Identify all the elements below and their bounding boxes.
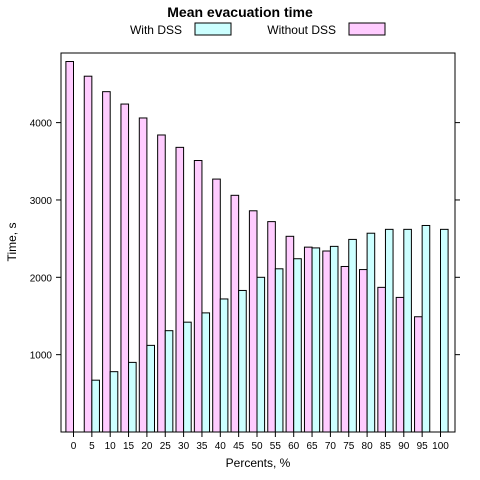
bar-with-dss-70 <box>329 245 339 433</box>
bar-without-dss-20 <box>138 117 148 433</box>
bar-with-dss-55 <box>274 268 284 433</box>
bar-with-dss-85 <box>384 228 394 433</box>
legend-label-with-dss: With DSS <box>130 23 182 37</box>
x-tick-label-10: 10 <box>105 441 117 452</box>
x-tick-label-50: 50 <box>251 441 263 452</box>
x-tick-label-85: 85 <box>380 441 392 452</box>
bar-without-dss-10 <box>102 91 111 433</box>
x-tick-label-65: 65 <box>306 441 318 452</box>
bar-without-dss-65 <box>303 246 313 433</box>
legend-swatch-without-dss <box>348 22 386 36</box>
bar-without-dss-80 <box>359 269 368 433</box>
bar-without-dss-15 <box>120 103 130 433</box>
bar-with-dss-45 <box>238 289 247 433</box>
y-tick-label-3000: 3000 <box>30 196 53 207</box>
x-tick-label-30: 30 <box>178 441 190 452</box>
bar-with-dss-30 <box>183 321 192 433</box>
bar-without-dss-25 <box>157 134 166 433</box>
x-tick-label-60: 60 <box>288 441 300 452</box>
x-tick-label-35: 35 <box>196 441 208 452</box>
bar-without-dss-90 <box>395 296 405 433</box>
bar-with-dss-80 <box>366 232 376 433</box>
y-axis-ticks: 1000 2000 3000 4000 <box>30 119 460 362</box>
x-tick-label-90: 90 <box>398 441 410 452</box>
x-tick-label-55: 55 <box>270 441 282 452</box>
bar-with-dss-40 <box>219 298 229 433</box>
bar-without-dss-0 <box>65 61 75 433</box>
legend-swatch-with-dss <box>194 22 232 36</box>
x-tick-label-100: 100 <box>432 441 449 452</box>
x-tick-label-45: 45 <box>233 441 245 452</box>
bar-with-dss-5 <box>91 379 100 433</box>
bar-without-dss-55 <box>267 221 276 433</box>
x-tick-label-5: 5 <box>89 441 95 452</box>
bar-with-dss-95 <box>421 224 431 433</box>
y-tick-label-1000: 1000 <box>30 351 53 362</box>
bar-with-dss-10 <box>109 371 119 433</box>
bar-without-dss-95 <box>414 316 423 433</box>
y-tick-label-4000: 4000 <box>30 119 53 130</box>
bar-without-dss-35 <box>193 160 203 433</box>
legend: With DSS Without DSS <box>130 22 386 37</box>
bar-without-dss-45 <box>230 194 240 433</box>
x-tick-label-25: 25 <box>160 441 172 452</box>
bar-without-dss-60 <box>285 235 295 433</box>
legend-label-without-dss: Without DSS <box>267 23 336 37</box>
bar-without-dss-50 <box>248 210 258 433</box>
bar-with-dss-65 <box>311 247 321 433</box>
bar-with-dss-60 <box>293 258 302 433</box>
x-tick-label-40: 40 <box>215 441 227 452</box>
y-axis-label: Time, s <box>5 223 19 262</box>
bar-with-dss-25 <box>164 330 174 433</box>
chart-title: Mean evacuation time <box>167 4 313 20</box>
bar-with-dss-50 <box>256 276 266 433</box>
y-tick-label-2000: 2000 <box>30 273 53 284</box>
bar-without-dss-70 <box>322 250 331 433</box>
x-axis-label: Percents, % <box>226 456 291 470</box>
x-tick-label-15: 15 <box>123 441 135 452</box>
bar-without-dss-40 <box>212 178 221 433</box>
x-tick-label-80: 80 <box>362 441 374 452</box>
x-tick-label-0: 0 <box>71 441 77 452</box>
bar-with-dss-100 <box>440 228 449 433</box>
bar-with-dss-20 <box>146 344 155 433</box>
x-tick-label-20: 20 <box>141 441 153 452</box>
x-tick-label-75: 75 <box>343 441 355 452</box>
bar-without-dss-30 <box>175 146 185 433</box>
bar-without-dss-75 <box>340 265 350 433</box>
bar-without-dss-85 <box>377 286 386 433</box>
x-tick-label-70: 70 <box>325 441 337 452</box>
bar-with-dss-15 <box>128 361 137 433</box>
bars-group <box>65 61 449 433</box>
bar-with-dss-90 <box>403 228 412 433</box>
bar-with-dss-75 <box>348 238 357 433</box>
x-tick-label-95: 95 <box>417 441 429 452</box>
x-axis-ticks: 0 5 10 15 20 25 30 35 40 45 50 55 60 65 70 75 80 85 90 95 10… <box>71 432 449 452</box>
bar-without-dss-5 <box>83 75 93 433</box>
bar-with-dss-35 <box>201 312 211 433</box>
